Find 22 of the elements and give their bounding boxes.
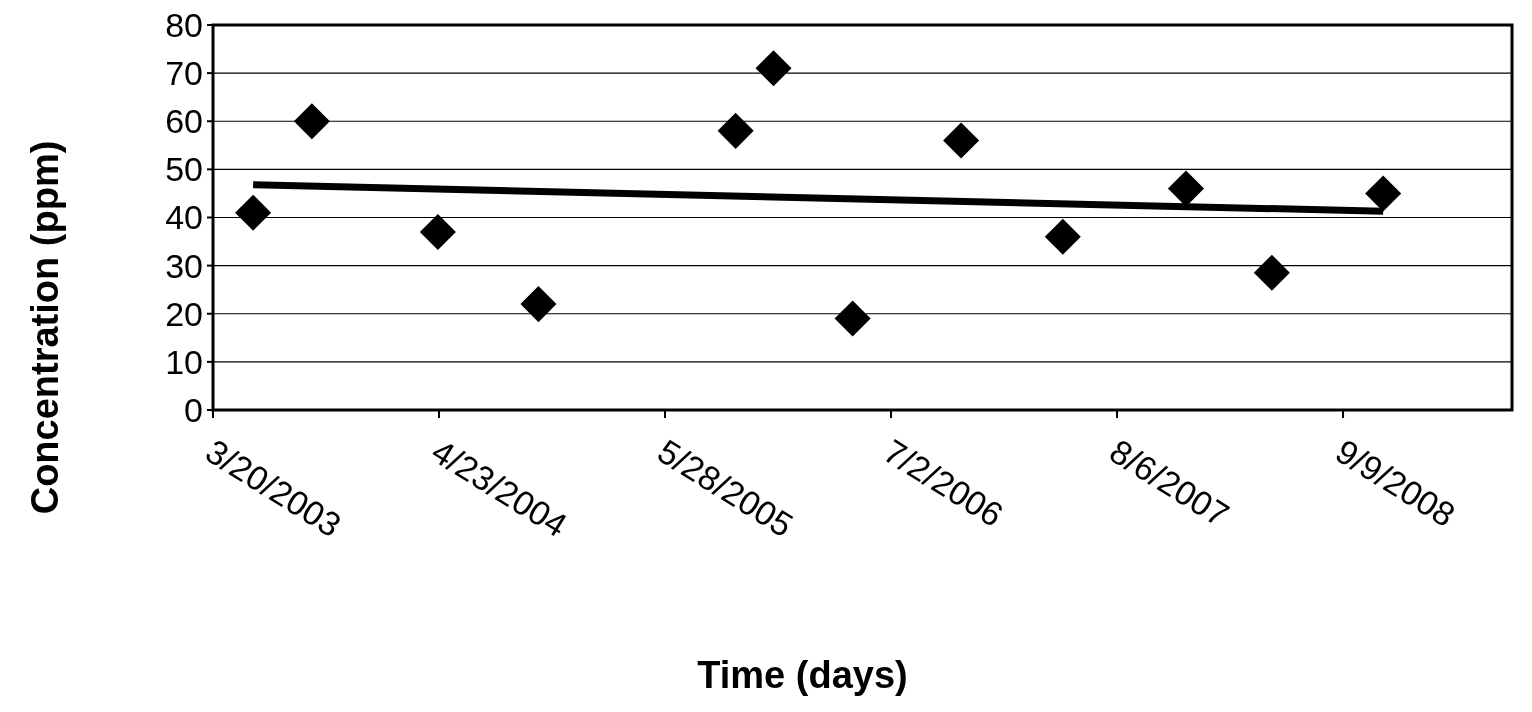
point: [235, 194, 272, 231]
y-tick-label: 40: [165, 198, 203, 237]
y-tick-label: 70: [165, 54, 203, 93]
y-axis-title: Concentration (ppm): [24, 140, 66, 515]
point: [1253, 254, 1290, 291]
y-tick-label: 10: [165, 342, 203, 381]
y-tick-label: 80: [165, 5, 203, 44]
point: [755, 50, 792, 87]
y-tick-label: 30: [165, 246, 203, 285]
point: [717, 112, 754, 149]
point: [1365, 175, 1402, 212]
y-tick-label: 0: [184, 390, 203, 429]
point: [834, 300, 871, 337]
point: [1044, 218, 1081, 255]
point: [520, 286, 557, 323]
y-tick-label: 20: [165, 294, 203, 333]
y-tick-label: 60: [165, 102, 203, 141]
point: [943, 122, 980, 159]
y-tick-label: 50: [165, 150, 203, 189]
x-axis-title: Time (days): [697, 654, 908, 696]
point: [419, 213, 456, 250]
point: [293, 103, 330, 140]
